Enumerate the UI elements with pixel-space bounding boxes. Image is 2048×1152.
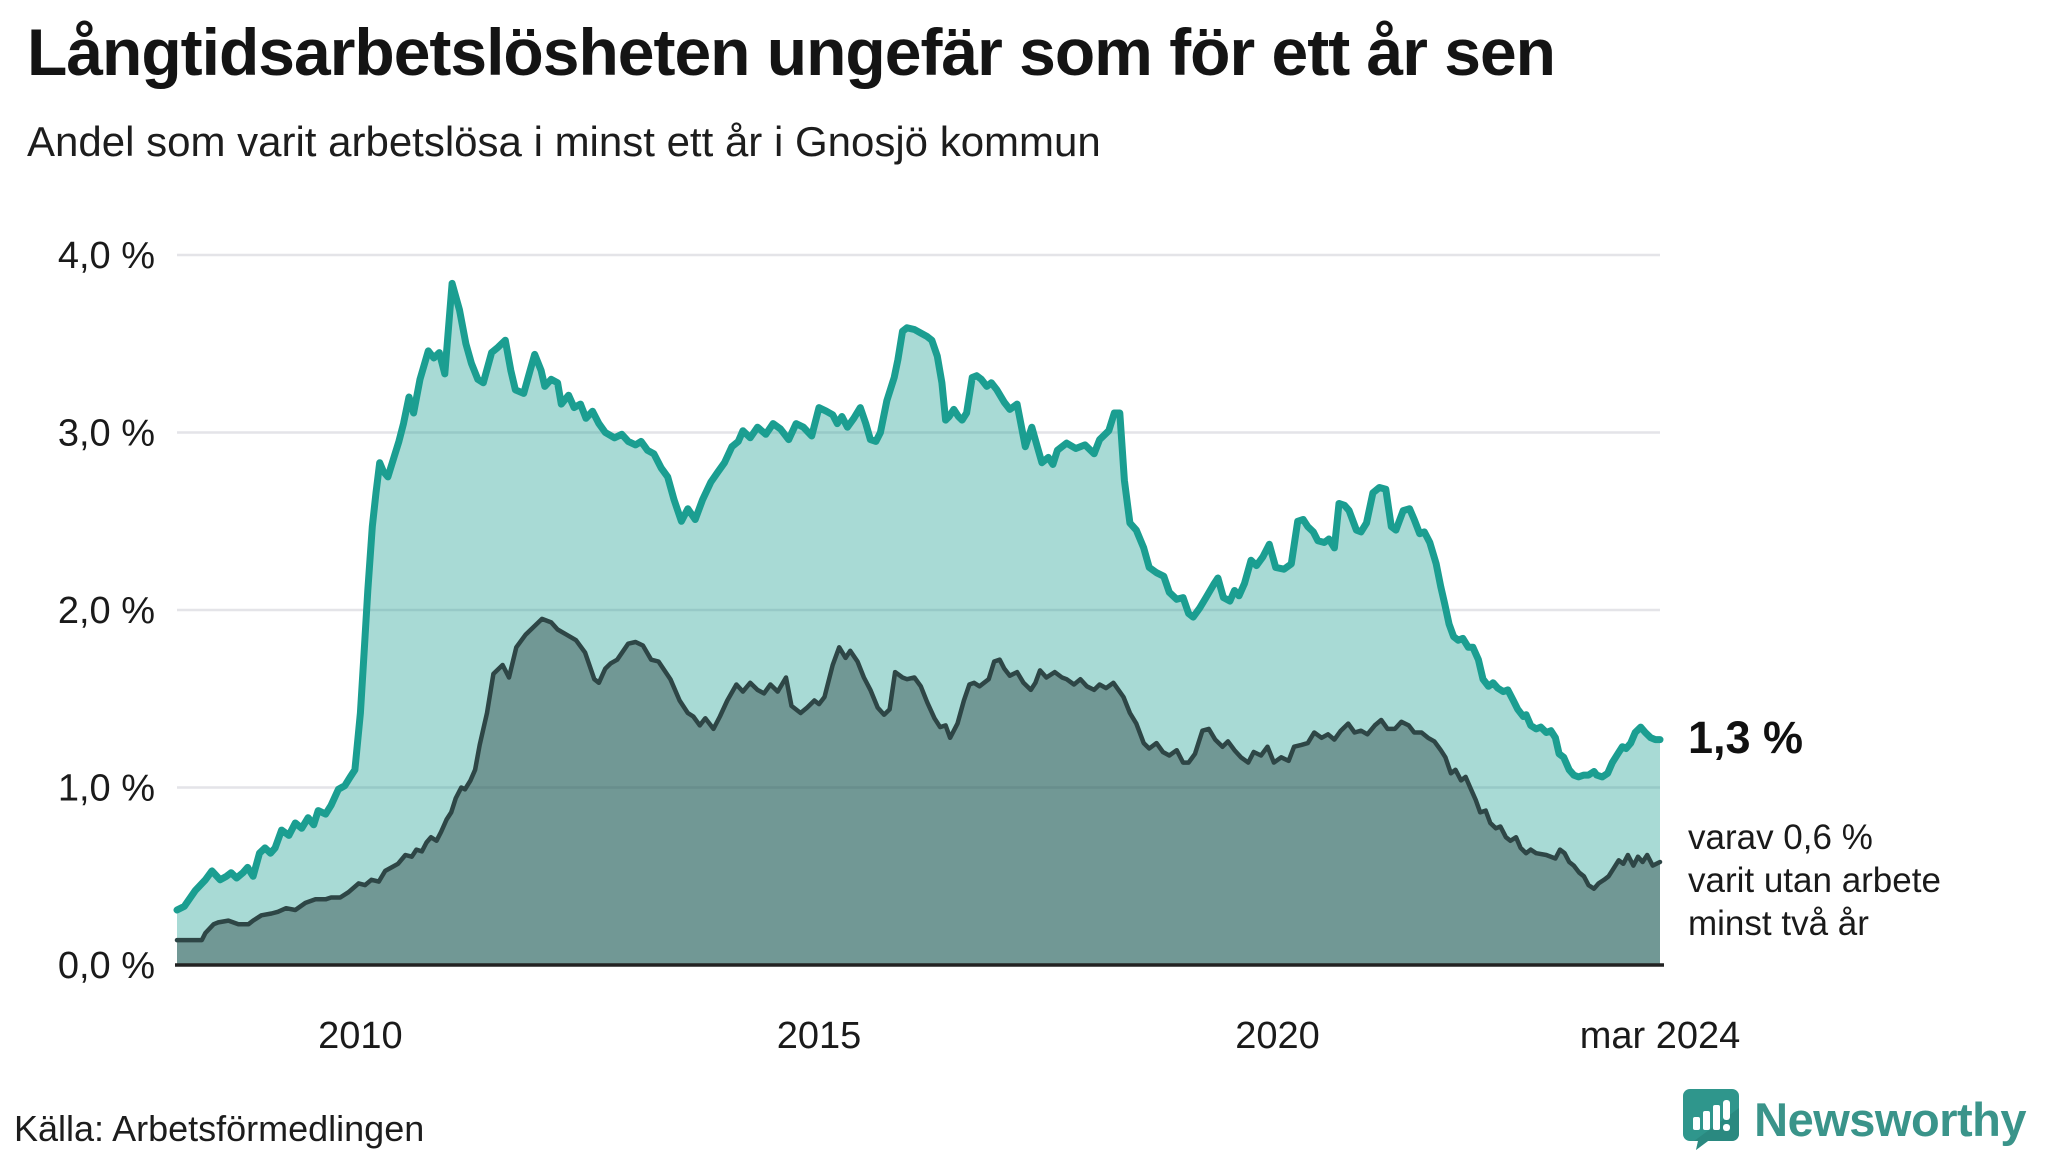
series-area-2yr [177,618,1660,965]
x-tick-label: 2010 [318,1015,403,1057]
series-line-1yr [173,279,1664,914]
x-tick-label: 2020 [1235,1015,1320,1057]
newsworthy-icon [1683,1089,1740,1150]
y-tick-label: 1,0 % [58,768,155,810]
end-note-line1: varav 0,6 % [1688,818,1873,857]
y-tick-label: 4,0 % [58,235,155,277]
brand-wordmark: Newsworthy [1754,1092,2026,1146]
x-tick-label: 2015 [777,1015,862,1057]
x-tick-label: mar 2024 [1580,1015,1741,1057]
y-tick-label: 3,0 % [58,413,155,455]
series-area-1yr [177,283,1660,965]
end-value-label: 1,3 % [1688,712,1804,763]
y-tick-label: 2,0 % [58,590,155,632]
end-note: varav 0,6 % varit utan arbete minst två … [1688,816,1941,945]
source-note: Källa: Arbetsförmedlingen [14,1108,425,1149]
page-title: Långtidsarbetslösheten ungefär som för e… [27,15,1556,89]
y-tick-label: 0,0 % [58,945,155,987]
end-note-line3: minst två år [1688,904,1869,943]
end-note-line2: varit utan arbete [1688,861,1941,900]
series-line-2yr [174,616,1663,943]
newsworthy-logo: Newsworthy [1682,1088,2026,1150]
page-subtitle: Andel som varit arbetslösa i minst ett å… [27,118,1101,165]
